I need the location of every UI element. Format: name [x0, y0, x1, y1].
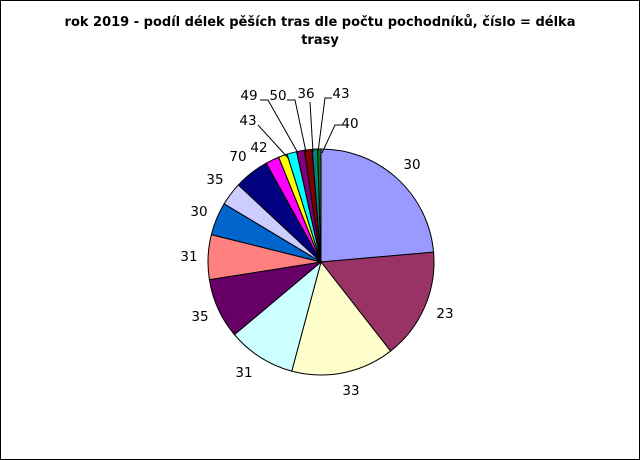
slice-value-label-10: 42 [250, 140, 267, 156]
slice-value-label-2: 23 [436, 306, 453, 322]
slice-value-label-3: 33 [342, 383, 359, 399]
leader-line-slice-14 [309, 101, 314, 153]
leader-line-slice-15 [317, 97, 332, 153]
slice-value-label-4: 31 [235, 365, 252, 381]
slice-value-label-6: 31 [180, 249, 197, 265]
leader-line-slice-16 [321, 124, 342, 154]
slice-value-label-11: 43 [239, 113, 256, 129]
slice-value-label-16: 40 [341, 116, 358, 132]
slice-value-label-9: 70 [229, 149, 246, 165]
pie-slice-16 [317, 148, 322, 263]
slice-value-label-12: 49 [240, 88, 257, 104]
leader-line-slice-12 [260, 99, 299, 154]
pie-slice-3 [291, 260, 392, 376]
slice-value-label-14: 36 [297, 86, 314, 102]
slice-value-label-1: 30 [403, 157, 420, 173]
slice-value-label-8: 35 [206, 172, 223, 188]
chart-title-line-1: rok 2019 - podíl délek pěších tras dle p… [64, 15, 576, 30]
slice-value-label-5: 35 [191, 309, 208, 325]
chart-title: rok 2019 - podíl délek pěších tras dle p… [60, 14, 580, 50]
leader-line-slice-13 [287, 99, 307, 153]
slice-value-label-7: 30 [190, 204, 207, 220]
slice-value-label-13: 50 [269, 88, 286, 104]
pie-slice-2 [320, 251, 435, 352]
pie-slice-1 [320, 148, 435, 263]
chart-title-line-2: trasy [301, 33, 339, 48]
leader-line-slice-11 [257, 124, 290, 160]
slice-value-label-15: 43 [332, 86, 349, 102]
